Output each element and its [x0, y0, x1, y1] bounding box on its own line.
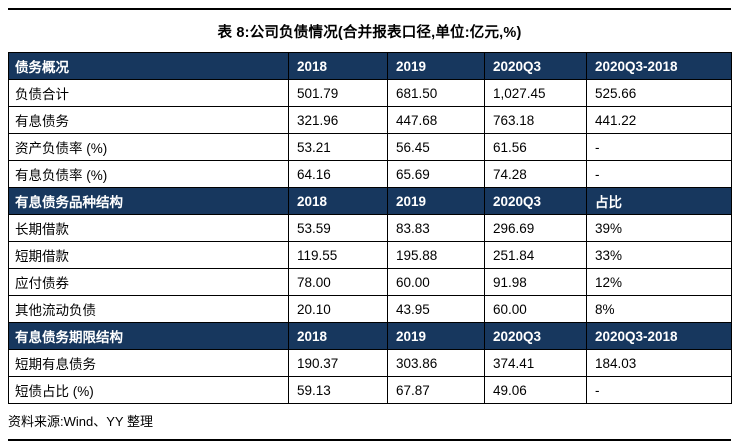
- column-header: 2019: [387, 322, 485, 350]
- cell-value: 119.55: [288, 241, 388, 269]
- source-note: 资料来源:Wind、YY 整理: [8, 414, 153, 429]
- cell-value: 501.79: [288, 79, 388, 107]
- cell-value: 321.96: [288, 106, 388, 134]
- cell-value: 374.41: [484, 349, 587, 377]
- cell-value: 763.18: [484, 106, 587, 134]
- cell-value: 65.69: [387, 160, 485, 188]
- cell-value: 8%: [586, 295, 732, 323]
- column-header: 2019: [387, 52, 485, 80]
- row-label: 其他流动负债: [8, 295, 289, 323]
- cell-value: 296.69: [484, 214, 587, 242]
- column-header: 2020Q3-2018: [586, 322, 732, 350]
- bottom-divider: [8, 439, 731, 441]
- section-header-row: 有息债务期限结构 2018 2019 2020Q3 2020Q3-2018: [8, 322, 732, 350]
- cell-value: 49.06: [484, 376, 587, 404]
- cell-value: 59.13: [288, 376, 388, 404]
- table-row: 短债占比 (%) 59.13 67.87 49.06 -: [8, 376, 732, 404]
- column-header: 2018: [288, 52, 388, 80]
- section-header-row: 有息债务品种结构 2018 2019 2020Q3 占比: [8, 187, 732, 215]
- row-label: 应付债券: [8, 268, 289, 296]
- table-row: 短期借款 119.55 195.88 251.84 33%: [8, 241, 732, 269]
- cell-value: -: [586, 133, 732, 161]
- cell-value: 60.00: [484, 295, 587, 323]
- cell-value: 74.28: [484, 160, 587, 188]
- table-row: 有息债务 321.96 447.68 763.18 441.22: [8, 106, 732, 134]
- cell-value: -: [586, 376, 732, 404]
- section-header-row: 债务概况 2018 2019 2020Q3 2020Q3-2018: [8, 52, 732, 80]
- table-row: 短期有息债务 190.37 303.86 374.41 184.03: [8, 349, 732, 377]
- row-label: 长期借款: [8, 214, 289, 242]
- debt-table: 债务概况 2018 2019 2020Q3 2020Q3-2018 负债合计 5…: [8, 52, 732, 404]
- cell-value: 83.83: [387, 214, 485, 242]
- cell-value: 12%: [586, 268, 732, 296]
- cell-value: 195.88: [387, 241, 485, 269]
- cell-value: 20.10: [288, 295, 388, 323]
- column-header: 2018: [288, 322, 388, 350]
- table-row: 资产负债率 (%) 53.21 56.45 61.56 -: [8, 133, 732, 161]
- cell-value: 447.68: [387, 106, 485, 134]
- section-title: 有息债务品种结构: [8, 187, 289, 215]
- column-header: 占比: [586, 187, 732, 215]
- row-label: 有息债务: [8, 106, 289, 134]
- section-title: 债务概况: [8, 52, 289, 80]
- table-row: 有息负债率 (%) 64.16 65.69 74.28 -: [8, 160, 732, 188]
- column-header: 2018: [288, 187, 388, 215]
- cell-value: 33%: [586, 241, 732, 269]
- column-header: 2020Q3: [484, 52, 587, 80]
- cell-value: 53.21: [288, 133, 388, 161]
- cell-value: 60.00: [387, 268, 485, 296]
- cell-value: 184.03: [586, 349, 732, 377]
- cell-value: 1,027.45: [484, 79, 587, 107]
- row-label: 短期借款: [8, 241, 289, 269]
- cell-value: 67.87: [387, 376, 485, 404]
- cell-value: 56.45: [387, 133, 485, 161]
- cell-value: 441.22: [586, 106, 732, 134]
- top-divider: [8, 8, 731, 10]
- row-label: 短期有息债务: [8, 349, 289, 377]
- cell-value: 190.37: [288, 349, 388, 377]
- table-row: 长期借款 53.59 83.83 296.69 39%: [8, 214, 732, 242]
- table-title: 表 8:公司负债情况(合并报表口径,单位:亿元,%): [217, 25, 522, 41]
- column-header: 2020Q3: [484, 322, 587, 350]
- column-header: 2019: [387, 187, 485, 215]
- section-title: 有息债务期限结构: [8, 322, 289, 350]
- column-header: 2020Q3-2018: [586, 52, 732, 80]
- cell-value: -: [586, 160, 732, 188]
- row-label: 有息负债率 (%): [8, 160, 289, 188]
- row-label: 短债占比 (%): [8, 376, 289, 404]
- cell-value: 43.95: [387, 295, 485, 323]
- cell-value: 251.84: [484, 241, 587, 269]
- table-row: 负债合计 501.79 681.50 1,027.45 525.66: [8, 79, 732, 107]
- table-row: 应付债券 78.00 60.00 91.98 12%: [8, 268, 732, 296]
- cell-value: 53.59: [288, 214, 388, 242]
- table-row: 其他流动负债 20.10 43.95 60.00 8%: [8, 295, 732, 323]
- cell-value: 39%: [586, 214, 732, 242]
- cell-value: 78.00: [288, 268, 388, 296]
- cell-value: 64.16: [288, 160, 388, 188]
- cell-value: 91.98: [484, 268, 587, 296]
- cell-value: 303.86: [387, 349, 485, 377]
- cell-value: 681.50: [387, 79, 485, 107]
- row-label: 资产负债率 (%): [8, 133, 289, 161]
- cell-value: 525.66: [586, 79, 732, 107]
- column-header: 2020Q3: [484, 187, 587, 215]
- row-label: 负债合计: [8, 79, 289, 107]
- cell-value: 61.56: [484, 133, 587, 161]
